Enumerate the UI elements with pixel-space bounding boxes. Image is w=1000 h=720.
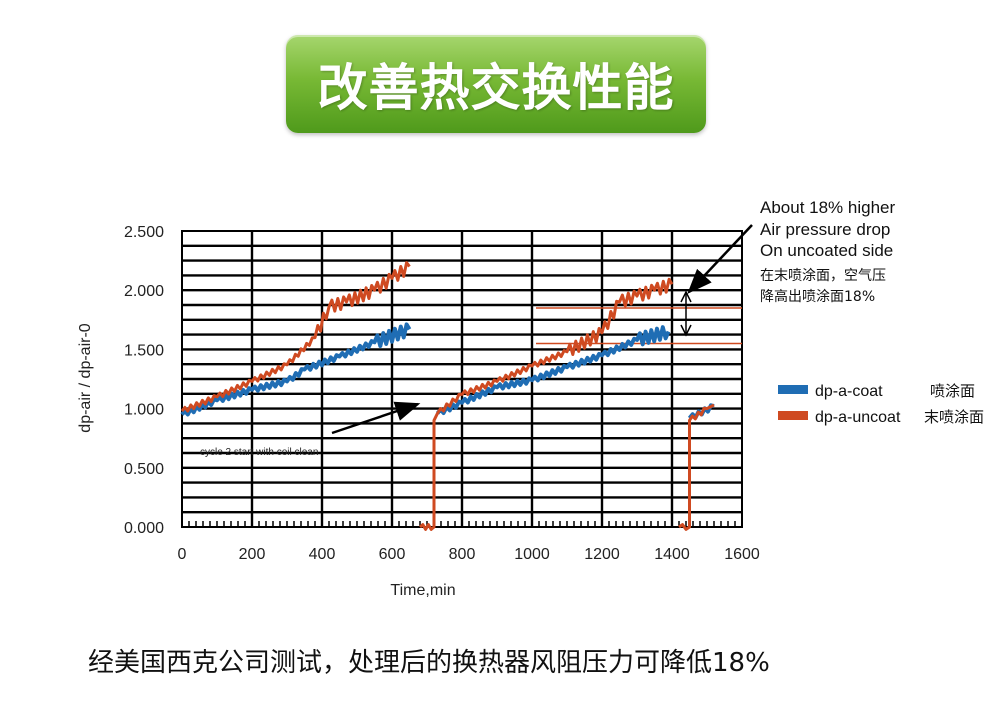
y-tick-label: 0.000 [124,520,164,537]
annotation-en-line-2: Air pressure drop [760,220,890,239]
x-tick-label: 1600 [724,546,760,563]
legend-label-uncoat: dp-a-uncoat [815,409,901,426]
annotation-cn-line-1: 在末喷涂面，空气压 [760,268,886,284]
series-line-uncoat [419,277,674,531]
legend-label-uncoat-cn: 末喷涂面 [924,408,984,426]
x-tick-label: 800 [449,546,476,563]
grid [181,230,743,528]
cycle-annotation: cycle 2 start with coil clean [200,447,318,458]
annotation-cn-line-2: 降高出喷涂面18% [760,288,875,305]
difference-arrow-top-head [680,290,692,303]
series-line-uncoat [180,261,411,413]
series-layer [180,261,715,531]
tick-labels: 0.000 0.500 1.000 1.500 2.000 2.500 0 200 400 600… [124,224,760,563]
series-line-uncoat [678,403,715,531]
cycle-arrow [331,401,421,435]
y-tick-label: 0.500 [124,461,164,478]
series-line-coat [180,322,412,417]
banner-title: 改善热交换性能 [317,59,675,117]
x-tick-label: 400 [309,546,336,563]
legend: dp-a-coat 喷涂面 dp-a-uncoat 末喷涂面 [778,382,984,426]
y-tick-label: 2.000 [124,283,164,300]
annotation-en-line-1: About 18% higher [760,198,895,217]
difference-arrow-bottom-head [680,324,692,337]
y-tick-label: 1.500 [124,342,164,359]
title-banner: 改善热交换性能 [286,35,706,133]
x-axis-label: Time,min [390,582,455,599]
x-tick-label: 600 [379,546,406,563]
series-line-coat [435,325,671,415]
y-tick-label: 2.500 [124,224,164,241]
x-tick-label: 1200 [584,546,620,563]
annotation-pointer-arrow [687,224,753,294]
legend-label-coat-cn: 喷涂面 [930,382,975,400]
x-tick-label: 1400 [654,546,690,563]
legend-label-coat: dp-a-coat [815,383,883,400]
x-tick-label: 200 [239,546,266,563]
y-tick-label: 1.000 [124,402,164,419]
legend-swatch-uncoat [778,411,808,420]
legend-swatch-coat [778,385,808,394]
y-axis-label: dp-air / dp-air-0 [77,323,94,432]
x-tick-label: 0 [178,546,187,563]
annotation-en-line-3: On uncoated side [760,241,893,260]
caption: 经美国西克公司测试，处理后的换热器风阻压力可降低18% [88,648,770,678]
x-tick-label: 1000 [514,546,550,563]
